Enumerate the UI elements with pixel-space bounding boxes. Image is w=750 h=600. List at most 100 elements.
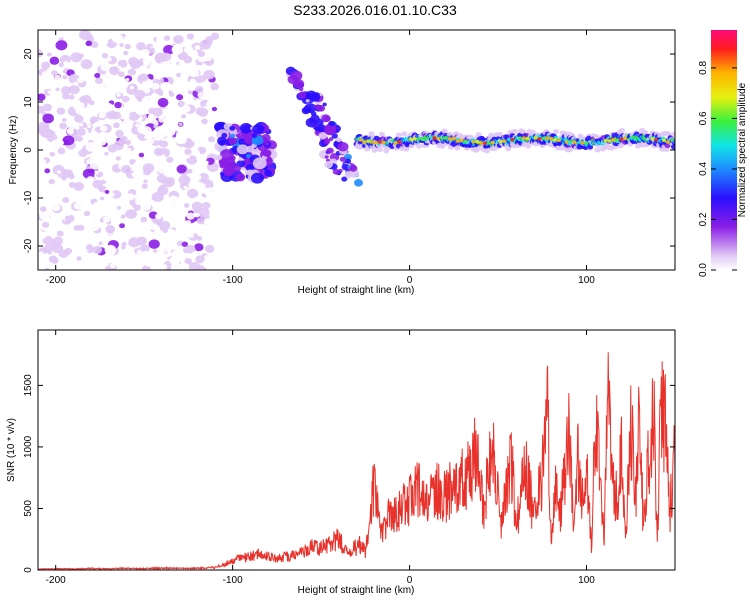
heatmap-cell xyxy=(293,79,305,89)
heatmap-cell xyxy=(125,77,130,82)
heatmap-cell xyxy=(89,119,96,125)
heatmap-cell xyxy=(39,206,47,212)
heatmap-cell xyxy=(160,263,168,270)
heatmap-cell xyxy=(186,33,195,40)
heatmap-cell xyxy=(314,125,321,132)
heatmap-cell xyxy=(611,138,616,142)
heatmap-cell xyxy=(208,235,219,245)
heatmap-cell xyxy=(174,135,185,145)
heatmap-cell xyxy=(135,226,147,236)
heatmap-cell xyxy=(603,138,608,143)
heatmap-cell xyxy=(164,160,174,169)
heatmap-cell xyxy=(195,255,205,264)
heatmap-cell xyxy=(193,117,204,126)
heatmap-cell xyxy=(124,43,131,50)
heatmap-cell xyxy=(106,56,112,62)
heatmap-cell xyxy=(84,52,90,57)
heatmap-cell xyxy=(97,39,104,45)
heatmap-cell xyxy=(358,138,363,142)
heatmap-cell xyxy=(100,222,108,228)
heatmap-cell xyxy=(104,151,109,156)
heatmap-cell xyxy=(354,179,363,187)
heatmap-cell xyxy=(182,176,188,181)
heatmap-cell xyxy=(420,137,425,142)
heatmap-layer xyxy=(38,30,675,270)
snr-x-tick-label: -100 xyxy=(223,575,243,586)
heatmap-cell xyxy=(580,140,585,145)
heatmap-cell xyxy=(140,244,150,253)
heatmap-cell xyxy=(541,136,546,141)
heatmap-cell xyxy=(126,85,138,95)
heatmap-cell xyxy=(196,217,206,225)
heatmap-cell xyxy=(117,59,128,68)
heatmap-cell xyxy=(95,77,103,85)
heatmap-cell xyxy=(90,216,101,226)
heatmap-cell xyxy=(183,203,190,208)
heatmap-cell xyxy=(125,151,134,159)
heatmap-cell xyxy=(61,117,67,122)
heatmap-cell xyxy=(84,258,90,263)
heatmap-cell xyxy=(153,249,158,253)
heatmap-cell xyxy=(366,139,371,143)
snr-x-axis-label: Height of straight line (km) xyxy=(298,585,415,596)
heatmap-cell xyxy=(90,41,99,48)
heatmap-cell xyxy=(368,131,375,137)
heatmap-cell xyxy=(210,82,220,91)
colorbar-tick-label: 0.8 xyxy=(698,61,709,75)
heatmap-cell xyxy=(107,144,118,153)
heatmap-cell xyxy=(250,172,264,184)
heatmap-cell xyxy=(44,168,51,174)
heatmap-cell xyxy=(584,141,589,145)
heatmap-cell xyxy=(100,125,108,132)
heatmap-cell xyxy=(92,179,104,189)
heatmap-cell xyxy=(116,205,122,210)
heatmap-cell xyxy=(147,233,153,239)
heatmap-cell xyxy=(301,107,311,115)
heatmap-cell xyxy=(38,105,45,114)
heatmap-cell xyxy=(87,124,92,129)
heatmap-cell xyxy=(373,141,378,145)
heatmap-cell xyxy=(463,139,468,144)
heatmap-cell xyxy=(326,147,334,154)
heatmap-cell xyxy=(322,102,327,107)
heatmap-cell xyxy=(672,139,675,144)
heatmap-cell xyxy=(572,140,577,144)
heatmap-cell xyxy=(68,94,75,100)
heatmap-cell xyxy=(181,241,189,247)
heatmap-cell xyxy=(168,204,175,211)
heatmap-x-tick-label: 0 xyxy=(407,275,413,286)
heatmap-cell xyxy=(496,131,503,137)
heatmap-cell xyxy=(93,97,104,106)
heatmap-cell xyxy=(60,86,71,95)
heatmap-cell xyxy=(38,224,43,230)
heatmap-cell xyxy=(173,34,184,45)
heatmap-cell xyxy=(471,140,476,144)
heatmap-cell xyxy=(475,132,482,138)
heatmap-cell xyxy=(135,105,147,116)
heatmap-cell xyxy=(549,136,554,141)
heatmap-cell xyxy=(370,140,375,144)
heatmap-cell xyxy=(159,140,169,148)
heatmap-cell xyxy=(152,129,161,137)
heatmap-cell xyxy=(199,39,212,50)
heatmap-cell xyxy=(73,81,79,86)
heatmap-cell xyxy=(112,122,120,129)
heatmap-cell xyxy=(317,105,326,112)
heatmap-cell xyxy=(416,137,421,141)
heatmap-cell xyxy=(182,105,191,113)
heatmap-cell xyxy=(98,111,106,119)
heatmap-cell xyxy=(169,229,176,234)
heatmap-cell xyxy=(482,141,487,145)
heatmap-cell xyxy=(50,81,61,90)
heatmap-cell xyxy=(85,141,98,152)
heatmap-cell xyxy=(135,42,146,51)
heatmap-cell xyxy=(126,105,134,112)
heatmap-cell xyxy=(125,209,137,219)
heatmap-cell xyxy=(38,266,42,270)
heatmap-cell xyxy=(87,130,99,140)
heatmap-cell xyxy=(143,179,148,184)
snr-frame xyxy=(37,329,676,571)
heatmap-cell xyxy=(158,70,164,75)
heatmap-cell xyxy=(159,64,167,71)
